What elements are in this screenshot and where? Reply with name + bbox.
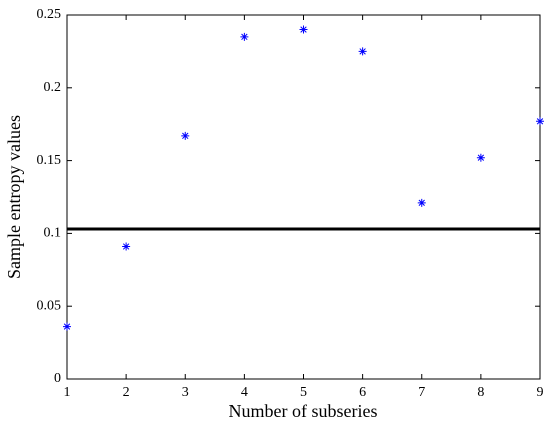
y-tick-label: 0.2: [44, 80, 62, 95]
x-tick-label: 3: [182, 385, 189, 400]
data-point: [63, 322, 71, 331]
x-tick-label: 5: [300, 385, 307, 400]
y-tick-label: 0: [54, 371, 61, 386]
data-point: [476, 153, 485, 162]
x-tick-label: 8: [477, 385, 484, 400]
x-tick-label: 7: [418, 385, 425, 400]
x-axis-label: Number of subseries: [229, 401, 378, 421]
y-axis-label: Sample entropy values: [4, 115, 24, 279]
x-tick-label: 4: [241, 385, 248, 400]
data-point: [181, 131, 190, 140]
x-tick-label: 6: [359, 385, 366, 400]
plot-frame: [66, 14, 541, 380]
data-point: [122, 242, 131, 251]
data-point: [299, 25, 308, 34]
data-point: [417, 198, 426, 207]
data-point: [536, 117, 544, 126]
y-tick-label: 0.1: [44, 226, 62, 241]
y-tick-label: 0.15: [37, 153, 62, 168]
y-tick-label: 0.05: [37, 298, 62, 313]
y-tick-label: 0.25: [37, 7, 62, 22]
data-point: [358, 47, 367, 56]
data-point: [240, 32, 249, 41]
x-tick-label: 2: [123, 385, 130, 400]
x-tick-label: 9: [537, 385, 544, 400]
x-tick-label: 1: [64, 385, 71, 400]
